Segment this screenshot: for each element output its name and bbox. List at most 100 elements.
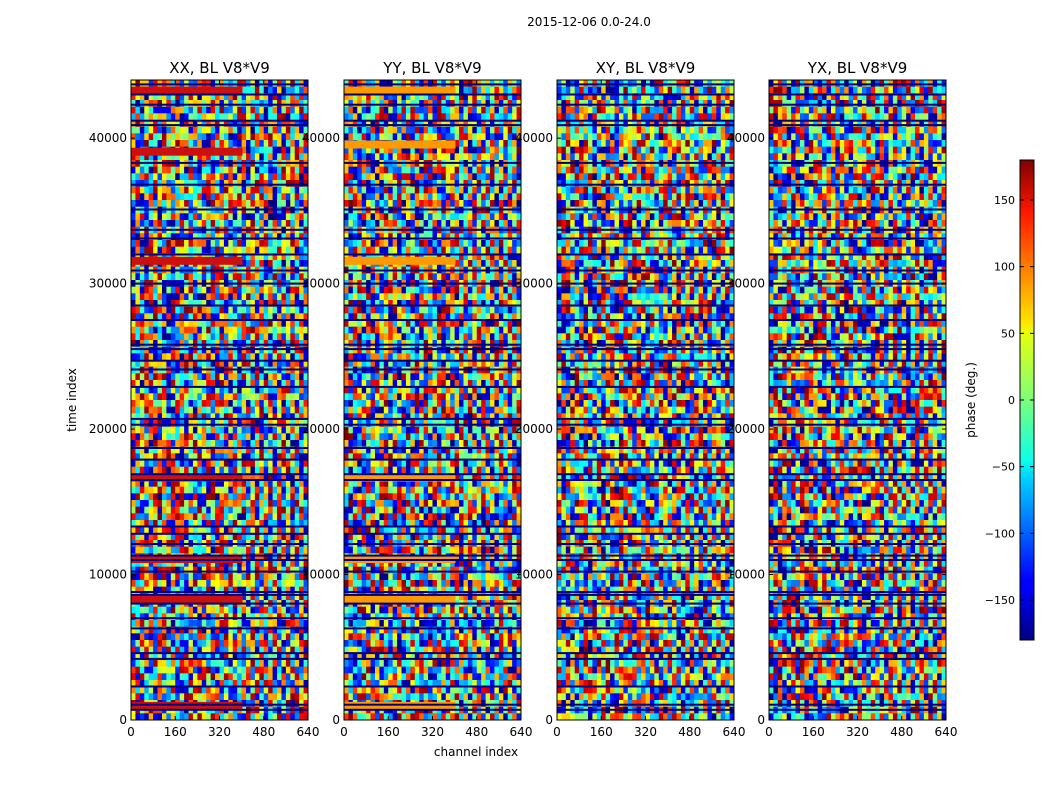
phase-cell (219, 533, 225, 541)
phase-cell (481, 200, 486, 208)
phase-cell (294, 146, 300, 154)
phase-cell (166, 433, 172, 441)
phase-cell (419, 100, 425, 108)
phase-cell (246, 586, 251, 594)
phase-cell (157, 620, 163, 628)
flagged-time-band (131, 343, 308, 346)
phase-cell (445, 153, 451, 161)
phase-cell (281, 466, 287, 474)
phase-cell (201, 486, 207, 494)
phase-cell (250, 660, 256, 668)
phase-cell (294, 86, 300, 94)
phase-cell (374, 113, 380, 121)
phase-cell (188, 273, 194, 281)
phase-cell (139, 126, 145, 134)
phase-cell (299, 666, 304, 674)
phase-cell (285, 500, 291, 508)
phase-cell (135, 560, 141, 568)
phase-cell (228, 120, 234, 128)
phase-cell (303, 460, 309, 468)
phase-cell (516, 193, 522, 201)
phase-cell (135, 453, 141, 461)
phase-cell (241, 166, 247, 174)
phase-cell (144, 386, 150, 394)
phase-cell (210, 326, 216, 334)
phase-cell (303, 353, 309, 361)
phase-cell (148, 440, 154, 448)
phase-cell (410, 126, 416, 134)
phase-cell (241, 533, 247, 541)
phase-cell (268, 500, 273, 508)
phase-cell (272, 180, 278, 188)
phase-cell (201, 533, 207, 541)
phase-cell (179, 133, 185, 141)
phase-cell (410, 100, 416, 108)
phase-cell (374, 100, 380, 108)
phase-cell (241, 693, 247, 701)
phase-cell (246, 320, 251, 328)
phase-cell (246, 126, 251, 134)
phase-cell (361, 93, 367, 101)
phase-cell (179, 460, 185, 468)
phase-cell (259, 193, 265, 201)
phase-cell (290, 533, 296, 541)
phase-cell (290, 246, 296, 254)
phase-cell (485, 100, 491, 108)
phase-cell (161, 506, 167, 514)
phase-cell (192, 213, 198, 221)
phase-cell (285, 380, 291, 388)
phase-cell (428, 233, 433, 241)
phase-cell (157, 613, 163, 621)
phase-cell (188, 673, 194, 681)
phase-cell (290, 560, 296, 568)
phase-cell (357, 153, 363, 161)
phase-cell (219, 566, 225, 574)
phase-cell (144, 500, 150, 508)
phase-cell (179, 633, 185, 641)
phase-cell (410, 153, 416, 161)
phase-cell (210, 293, 216, 301)
phase-cell (192, 113, 198, 121)
phase-cell (139, 506, 145, 514)
phase-cell (246, 386, 251, 394)
phase-cell (166, 633, 172, 641)
phase-cell (179, 493, 185, 501)
phase-cell (507, 200, 513, 208)
phase-cell (201, 340, 207, 348)
phase-cell (281, 373, 287, 381)
phase-cell (441, 120, 447, 128)
phase-cell (197, 506, 203, 514)
phase-cell (281, 380, 287, 388)
phase-cell (254, 466, 260, 474)
phase-cell (139, 140, 145, 148)
phase-cell (379, 120, 385, 128)
phase-cell (507, 166, 513, 174)
phase-cell (166, 200, 172, 208)
phase-cell (254, 620, 260, 628)
phase-cell (131, 93, 136, 101)
phase-cell (232, 240, 238, 248)
flagged-time-band (131, 570, 308, 573)
phase-cell (246, 260, 251, 268)
phase-cell (263, 520, 269, 528)
phase-cell (197, 326, 203, 334)
phase-cell (219, 333, 225, 341)
phase-cell (246, 673, 251, 681)
phase-cell (170, 620, 176, 628)
phase-cell (144, 660, 150, 668)
phase-cell (232, 533, 238, 541)
phase-cell (246, 293, 251, 301)
phase-cell (144, 106, 150, 114)
phase-cell (135, 233, 141, 241)
phase-cell (192, 360, 198, 368)
phase-cell (166, 380, 172, 388)
phase-cell (215, 606, 220, 614)
phase-cell (157, 173, 163, 181)
phase-cell (232, 493, 238, 501)
phase-cell (246, 413, 251, 421)
phase-cell (259, 593, 265, 601)
phase-cell (277, 313, 282, 321)
phase-cell (397, 146, 402, 154)
phase-cell (246, 213, 251, 221)
phase-cell (259, 580, 265, 588)
